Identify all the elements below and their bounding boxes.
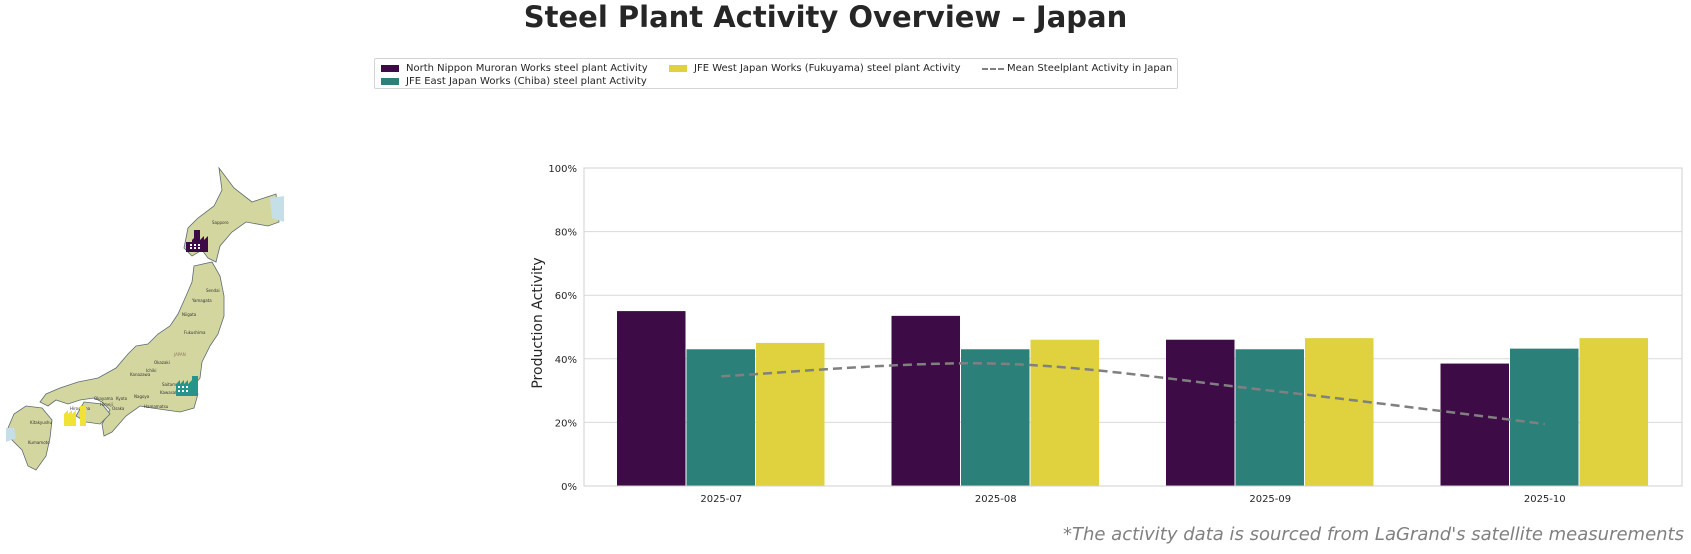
bar-chiba-2025-09 bbox=[1235, 349, 1304, 486]
legend-label-muroran: North Nippon Muroran Works steel plant A… bbox=[406, 63, 648, 74]
map-label-saitama: Saitama bbox=[162, 382, 179, 387]
y-tick-label: 80% bbox=[555, 228, 577, 239]
y-tick-label: 0% bbox=[561, 482, 577, 493]
map-label-nagoya: Nagoya bbox=[134, 394, 150, 399]
bar-fukuyama-2025-07 bbox=[756, 342, 825, 486]
map-label-kumamoto: Kumamoto bbox=[28, 440, 50, 445]
map-label-himeji: Himeji bbox=[100, 402, 113, 407]
bar-muroran-2025-10 bbox=[1440, 363, 1509, 486]
x-tick-label: 2025-07 bbox=[700, 494, 742, 505]
y-tick-label: 20% bbox=[555, 418, 577, 429]
japan-map: Sapporo Sendai JAPAN Saitama Kawasaki Na… bbox=[6, 166, 284, 488]
bar-chiba-2025-08 bbox=[961, 349, 1030, 486]
x-tick-label: 2025-08 bbox=[975, 494, 1017, 505]
y-tick-label: 40% bbox=[555, 355, 577, 366]
x-tick-label: 2025-09 bbox=[1249, 494, 1291, 505]
y-tick-label: 60% bbox=[555, 291, 577, 302]
chart-title: Steel Plant Activity Overview – Japan bbox=[523, 0, 1128, 34]
map-label-okayama: Okayama bbox=[94, 396, 114, 401]
factory-icon-chiba bbox=[176, 376, 198, 396]
map-label-sendai: Sendai bbox=[206, 288, 220, 293]
bar-muroran-2025-09 bbox=[1166, 339, 1235, 486]
factory-icon-fukuyama bbox=[64, 406, 86, 426]
map-label-kawasaki: Kawasaki bbox=[160, 390, 179, 395]
map-water-east bbox=[270, 196, 284, 222]
x-tick-label: 2025-10 bbox=[1524, 494, 1566, 505]
bar-chiba-2025-07 bbox=[686, 349, 755, 486]
bar-muroran-2025-08 bbox=[891, 315, 960, 486]
legend-label-chiba: JFE East Japan Works (Chiba) steel plant… bbox=[406, 76, 647, 87]
bar-chiba-2025-10 bbox=[1510, 348, 1579, 486]
bar-muroran-2025-07 bbox=[617, 311, 686, 486]
legend-dash-mean bbox=[982, 68, 1004, 70]
map-label-niigata: Niigata bbox=[182, 312, 197, 317]
legend-swatch-chiba bbox=[381, 78, 399, 85]
y-tick-label: 100% bbox=[548, 164, 577, 175]
map-label-ichiki: Ichiki bbox=[146, 368, 156, 373]
map-label-hamamatsu: Hamamatsu bbox=[144, 404, 169, 409]
map-label-japan: JAPAN bbox=[173, 352, 186, 357]
bar-fukuyama-2025-08 bbox=[1030, 339, 1099, 486]
map-water-southwest bbox=[6, 428, 16, 442]
legend: North Nippon Muroran Works steel plant A… bbox=[374, 58, 1178, 89]
legend-swatch-muroran bbox=[381, 65, 399, 72]
legend-swatch-fukuyama bbox=[669, 65, 687, 72]
footnote: *The activity data is sourced from LaGra… bbox=[1062, 524, 1684, 545]
map-label-kitakyushu: Kitakyushu bbox=[30, 420, 52, 425]
bar-fukuyama-2025-09 bbox=[1305, 338, 1374, 486]
map-label-fukushima: Fukushima bbox=[184, 330, 206, 335]
factory-icon-muroran bbox=[186, 230, 208, 252]
map-label-kyoto: Kyoto bbox=[116, 396, 128, 401]
map-label-kanazawa: Kanazawa bbox=[130, 372, 151, 377]
legend-label-mean: Mean Steelplant Activity in Japan bbox=[1007, 63, 1173, 74]
map-island-kyushu bbox=[7, 405, 53, 471]
mean-activity-line bbox=[721, 362, 1545, 426]
bar-fukuyama-2025-10 bbox=[1579, 338, 1648, 486]
map-label-sapporo: Sapporo bbox=[212, 220, 229, 225]
map-label-osaka: Osaka bbox=[112, 406, 125, 411]
legend-label-fukuyama: JFE West Japan Works (Fukuyama) steel pl… bbox=[694, 63, 961, 74]
y-axis-label: Production Activity bbox=[530, 257, 546, 388]
map-label-yamagata: Yamagata bbox=[191, 298, 212, 303]
map-label-okazaki: Okazaki bbox=[154, 360, 170, 365]
plot-frame bbox=[583, 167, 1683, 487]
